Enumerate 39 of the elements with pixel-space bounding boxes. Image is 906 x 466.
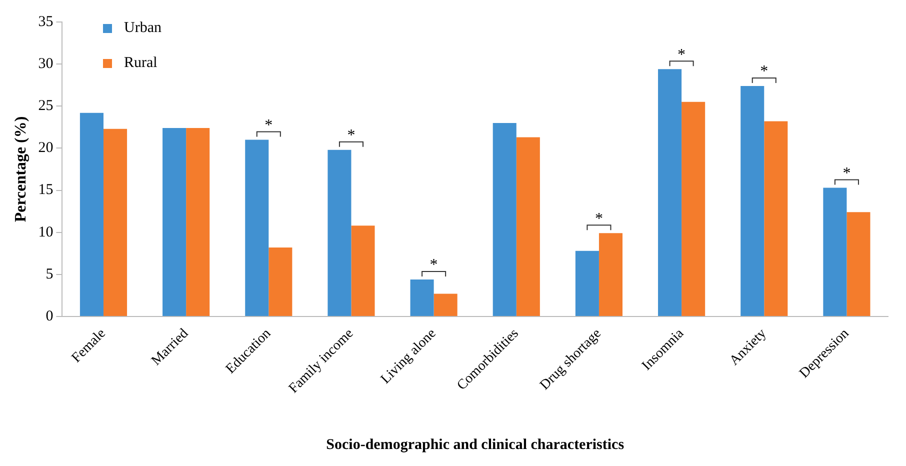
bar bbox=[162, 128, 186, 316]
bar bbox=[516, 137, 540, 316]
bar bbox=[268, 247, 292, 316]
y-tick-label: 10 bbox=[38, 224, 54, 240]
annotation: * bbox=[760, 63, 768, 80]
bar bbox=[658, 69, 682, 316]
bar bbox=[823, 188, 847, 316]
bar bbox=[740, 86, 764, 316]
bar bbox=[410, 279, 434, 316]
y-tick-label: 0 bbox=[46, 308, 54, 324]
annotation: * bbox=[264, 116, 273, 134]
bar bbox=[245, 140, 269, 316]
bar bbox=[846, 212, 870, 316]
bar bbox=[103, 128, 128, 316]
x-axis-title: Socio-demographic and clinical characteristics bbox=[326, 436, 624, 453]
y-tick-label: 15 bbox=[38, 182, 54, 198]
y-tick-label: 5 bbox=[46, 266, 54, 282]
bar bbox=[80, 112, 104, 316]
bar bbox=[328, 150, 352, 316]
annotation: * bbox=[347, 127, 356, 144]
bar bbox=[575, 250, 599, 316]
annotation: * bbox=[594, 210, 603, 228]
bar bbox=[598, 233, 623, 316]
annotation: * bbox=[678, 46, 686, 64]
annotation: * bbox=[430, 256, 438, 274]
legend-label: Rural bbox=[124, 55, 158, 72]
legend-label: Urban bbox=[124, 20, 162, 37]
y-tick-label: 20 bbox=[38, 140, 54, 156]
annotation: * bbox=[842, 164, 851, 182]
y-tick-label: 35 bbox=[38, 14, 54, 30]
bar bbox=[434, 294, 458, 316]
y-axis-title: Percentage (%) bbox=[12, 116, 30, 222]
y-tick-label: 25 bbox=[38, 98, 54, 114]
bar bbox=[351, 226, 375, 316]
bar bbox=[682, 102, 706, 316]
bar bbox=[764, 121, 788, 316]
bar bbox=[186, 128, 210, 316]
bar bbox=[492, 122, 516, 316]
y-tick-label: 30 bbox=[38, 56, 54, 72]
